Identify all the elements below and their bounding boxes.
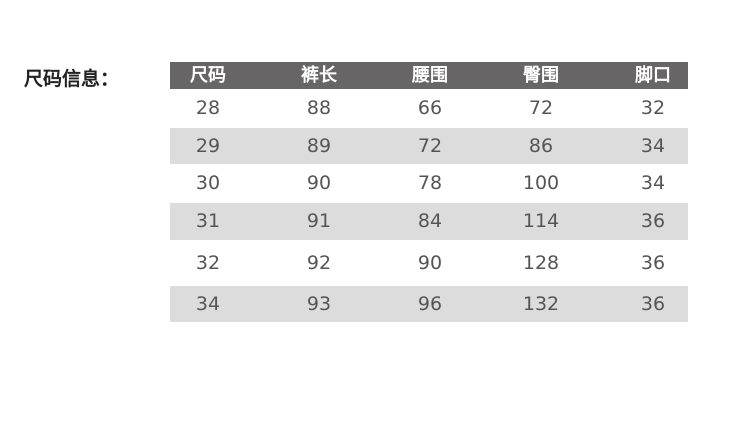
table-cell: 32 — [195, 252, 221, 274]
table-cell: 90 — [306, 172, 332, 194]
table-cell: 132 — [522, 293, 560, 315]
table-cell: 114 — [522, 210, 560, 232]
table-cell: 34 — [640, 135, 666, 157]
table-cell: 36 — [640, 210, 666, 232]
table-row: 29 89 72 86 34 — [170, 128, 688, 164]
header-cell: 臀围 — [523, 65, 559, 86]
table-cell: 30 — [195, 172, 221, 194]
table-cell: 86 — [528, 135, 554, 157]
table-cell: 128 — [522, 252, 560, 274]
table-cell: 66 — [417, 97, 443, 119]
header-cell: 脚口 — [635, 65, 671, 86]
table-cell: 88 — [306, 97, 332, 119]
table-cell: 31 — [195, 210, 221, 232]
table-cell: 72 — [528, 97, 554, 119]
header-cell: 腰围 — [412, 65, 448, 86]
table-cell: 91 — [306, 210, 332, 232]
table-cell: 84 — [417, 210, 443, 232]
table-cell: 90 — [417, 252, 443, 274]
table-cell: 92 — [306, 252, 332, 274]
table-row: 32 92 90 128 36 — [170, 240, 688, 286]
table-cell: 29 — [195, 135, 221, 157]
table-header: 尺码 裤长 腰围 臀围 脚口 — [170, 62, 688, 89]
table-cell: 28 — [195, 97, 221, 119]
table-row: 34 93 96 132 36 — [170, 286, 688, 322]
table-row: 31 91 84 114 36 — [170, 203, 688, 240]
table-cell: 89 — [306, 135, 332, 157]
table-cell: 93 — [306, 293, 332, 315]
table-cell: 34 — [640, 172, 666, 194]
header-cell: 裤长 — [301, 65, 337, 86]
table-cell: 100 — [522, 172, 560, 194]
table-row: 30 90 78 100 34 — [170, 164, 688, 203]
table-cell: 32 — [640, 97, 666, 119]
table-cell: 96 — [417, 293, 443, 315]
table-cell: 36 — [640, 293, 666, 315]
table-cell: 34 — [195, 293, 221, 315]
table-cell: 36 — [640, 252, 666, 274]
table-row: 28 88 66 72 32 — [170, 89, 688, 128]
table-cell: 72 — [417, 135, 443, 157]
table-cell: 78 — [417, 172, 443, 194]
header-cell: 尺码 — [190, 65, 226, 86]
section-title: 尺码信息： — [24, 68, 120, 90]
